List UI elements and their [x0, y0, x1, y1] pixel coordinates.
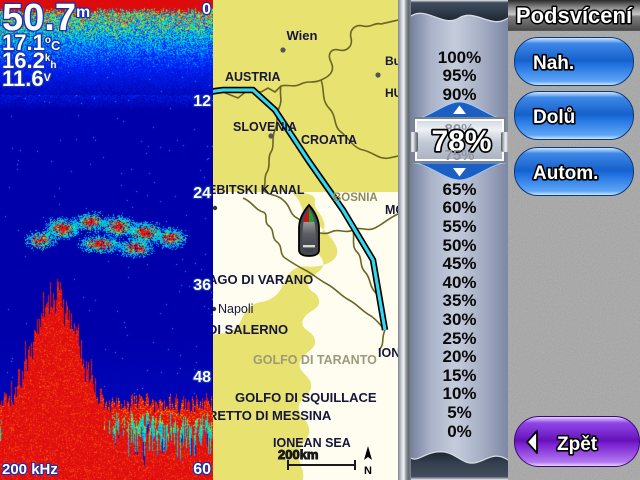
svg-text:MO: MO: [385, 203, 398, 217]
svg-text:Bu: Bu: [385, 54, 398, 68]
svg-text:BOSNIA: BOSNIA: [333, 192, 378, 204]
svg-text:HU: HU: [385, 86, 398, 100]
svg-text:N: N: [364, 465, 372, 477]
svg-text:SLOVENIA: SLOVENIA: [233, 120, 297, 134]
svg-text:200km: 200km: [278, 447, 318, 462]
svg-text:IONE: IONE: [378, 346, 398, 360]
svg-text:Dolů: Dolů: [533, 107, 575, 128]
svg-text:Wien: Wien: [287, 28, 318, 43]
svg-text:Napoli: Napoli: [218, 302, 253, 316]
svg-text:Podsvícení: Podsvícení: [516, 3, 633, 28]
svg-text:AGO DI VARANO: AGO DI VARANO: [213, 272, 313, 287]
svg-text:GOLFO DI TARANTO: GOLFO DI TARANTO: [253, 353, 377, 367]
svg-text:GOLFO DI SQUILLACE: GOLFO DI SQUILLACE: [235, 390, 377, 405]
svg-text:EBITSKI KANAL: EBITSKI KANAL: [213, 183, 305, 197]
svg-text:AUSTRIA: AUSTRIA: [225, 70, 281, 84]
svg-text:DI SALERNO: DI SALERNO: [213, 322, 288, 337]
svg-text:RETTO DI MESSINA: RETTO DI MESSINA: [213, 408, 332, 423]
svg-text:Autom.: Autom.: [533, 163, 598, 184]
svg-text:CROATIA: CROATIA: [301, 133, 357, 147]
svg-text:Zpět: Zpět: [557, 434, 598, 455]
svg-text:Nah.: Nah.: [533, 53, 574, 74]
